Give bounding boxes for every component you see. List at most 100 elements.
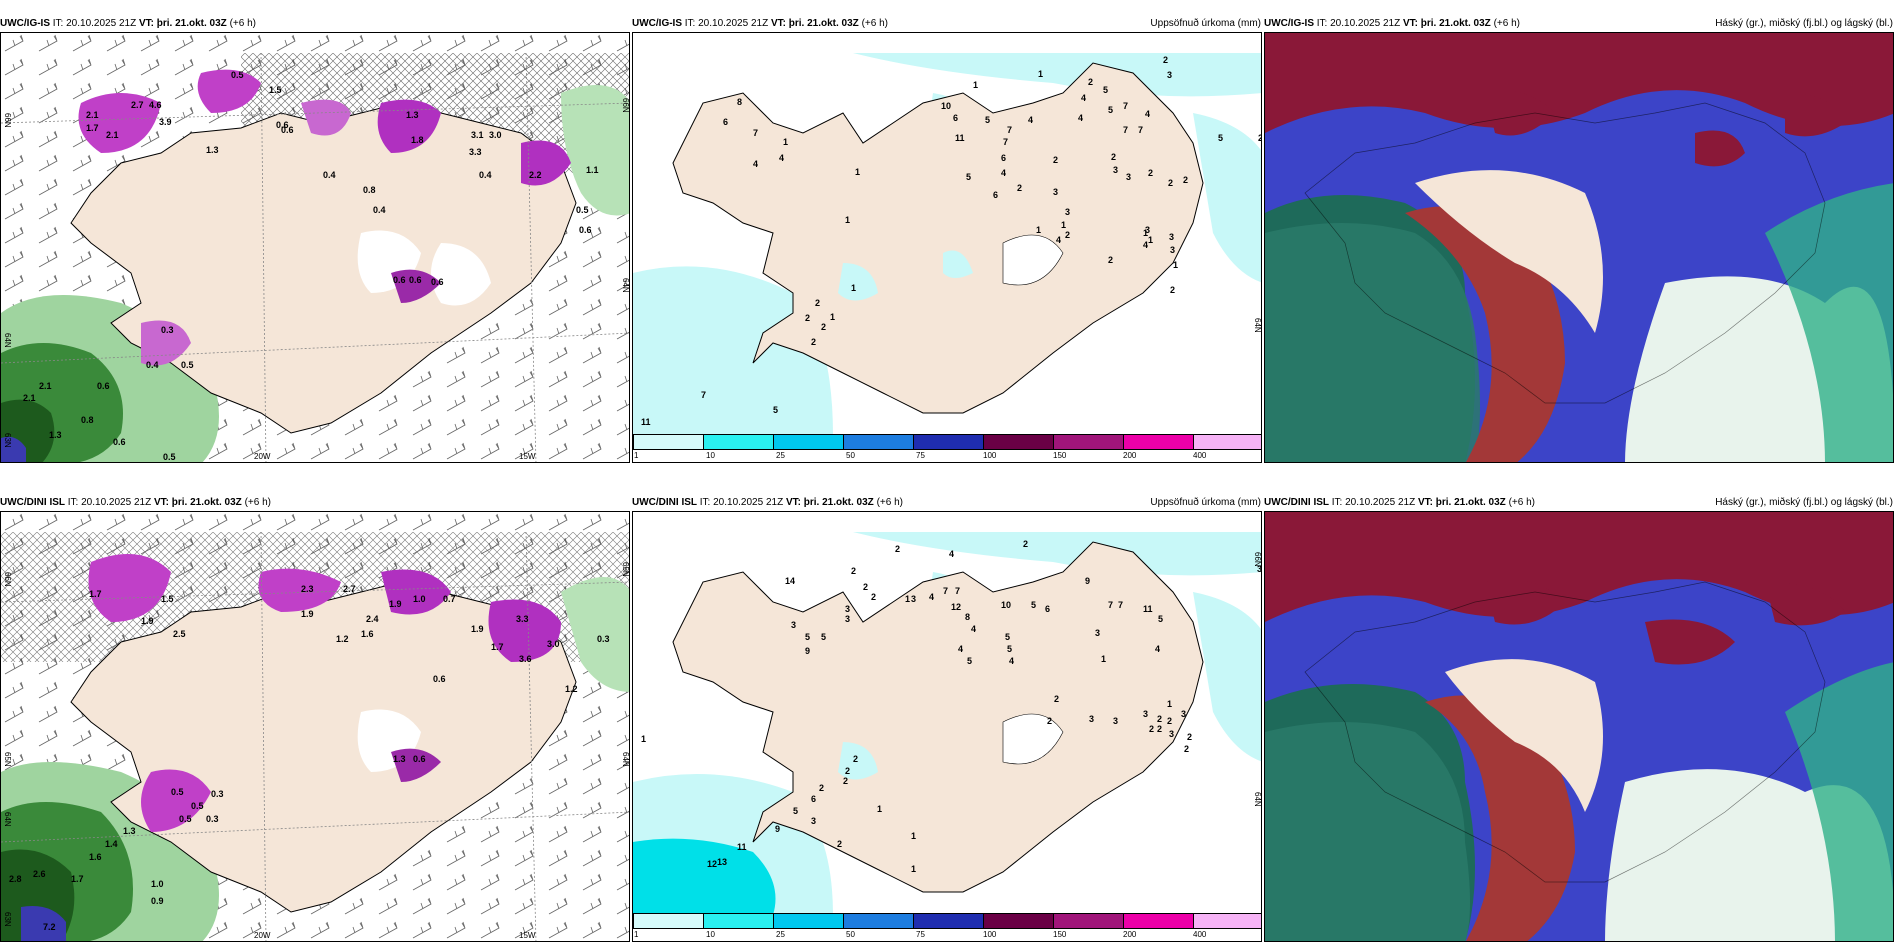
value-label: 2 (1065, 230, 1070, 240)
cloud-map (1265, 33, 1893, 462)
value-label: 1.1 (586, 165, 599, 175)
value-label: 2 (1088, 77, 1093, 87)
colorbar-tick: 200 (1123, 930, 1137, 939)
value-label: 11 (955, 133, 965, 143)
value-label: 0.6 (97, 381, 110, 391)
colorbar-tick: 50 (846, 930, 855, 939)
value-label: 1.9 (301, 609, 314, 619)
colorbar-tick: 150 (1053, 930, 1067, 939)
value-label: 4 (779, 153, 784, 163)
colorbar-swatch (983, 434, 1054, 450)
colorbar-tick: 25 (776, 930, 785, 939)
value-label: 7 (1007, 125, 1012, 135)
value-label: 6 (1001, 153, 1006, 163)
colorbar-swatch (1123, 434, 1194, 450)
value-label: 0.8 (363, 185, 376, 195)
value-label: 3 (845, 614, 850, 624)
value-label: 4 (1009, 656, 1014, 666)
value-label: 0.6 (409, 275, 422, 285)
colorbar-swatch (1123, 913, 1194, 929)
colorbar-swatch (983, 913, 1054, 929)
value-label: 2 (819, 783, 824, 793)
value-label: 0.7 (443, 594, 456, 604)
value-label: 9 (775, 824, 780, 834)
value-label: 3.9 (159, 117, 172, 127)
value-label: 0.9 (151, 896, 164, 906)
value-label: 0.6 (393, 275, 406, 285)
lat-label: 66N (3, 572, 12, 587)
value-label: 1 (1038, 69, 1043, 79)
value-label: 5 (967, 656, 972, 666)
value-label: 1 (905, 594, 910, 604)
value-label: 1.5 (161, 594, 174, 604)
value-label: 4 (1143, 240, 1148, 250)
colorbar-swatch (1053, 913, 1124, 929)
value-label: 4 (1145, 109, 1150, 119)
value-label: 3 (1053, 187, 1058, 197)
value-label: 3 (1257, 564, 1262, 574)
colorbar-swatch (773, 913, 844, 929)
value-label: 5 (773, 405, 778, 415)
value-label: 1 (877, 804, 882, 814)
panel-subtitle: Uppsöfnuð úrkoma (mm) (1150, 18, 1261, 29)
value-label: 1.3 (123, 826, 136, 836)
panel-header: UWC/DINI ISL IT: 20.10.2025 21Z VT: þri.… (632, 495, 1263, 511)
value-label: 0.3 (211, 789, 224, 799)
value-label: 0.3 (206, 814, 219, 824)
value-label: 5 (1103, 85, 1108, 95)
value-label: 0.5 (163, 452, 176, 462)
value-label: 0.6 (276, 120, 289, 130)
value-label: 0.6 (113, 437, 126, 447)
value-label: 2 (811, 337, 816, 347)
map-frame[interactable] (1264, 511, 1894, 942)
value-label: 0.6 (579, 225, 592, 235)
value-label: 1.3 (393, 754, 406, 764)
map-frame[interactable]: 2 4 2 3 2 14 2 2 3 1 4 7 7 12 10 5 9 7 7… (632, 511, 1262, 942)
value-label: 3.0 (489, 130, 502, 140)
colorbar-tick: 10 (706, 451, 715, 460)
map-frame[interactable] (1264, 32, 1894, 463)
precip-map: 2 4 2 3 2 14 2 2 3 1 4 7 7 12 10 5 9 7 7… (633, 512, 1262, 941)
colorbar: 1 10 25 50 75 100 150 200 400 (633, 913, 1261, 941)
value-label: 7.2 (43, 922, 56, 932)
colorbar-tick: 10 (706, 930, 715, 939)
value-label: 1 (973, 80, 978, 90)
value-label: 2 (1111, 152, 1116, 162)
map-frame[interactable]: 1.7 1.5 1.9 2.5 2.3 2.7 1.9 1.0 0.7 1.9 … (0, 511, 630, 942)
map-frame[interactable]: 0.5 1.5 2.1 2.7 4.6 3.9 1.7 2.1 1.3 0.6 … (0, 32, 630, 463)
value-label: 4 (929, 592, 934, 602)
value-label: 1 (1167, 699, 1172, 709)
value-label: 12 (951, 602, 961, 612)
value-label: 2 (851, 566, 856, 576)
value-label: 1 (911, 831, 916, 841)
value-label: 0.5 (171, 787, 184, 797)
value-label: 7 (1123, 125, 1128, 135)
value-label: 2.7 (343, 584, 356, 594)
value-label: 2.1 (39, 381, 52, 391)
value-label: 7 (1138, 125, 1143, 135)
lat-label: 64N (3, 333, 12, 348)
value-label: 0.3 (161, 325, 174, 335)
value-label: 1 (845, 215, 850, 225)
panel-cloud-dini: UWC/DINI ISL IT: 20.10.2025 21Z VT: þri.… (1264, 495, 1895, 942)
value-label: 1 (1173, 260, 1178, 270)
value-label: 0.8 (81, 415, 94, 425)
lon-label: 20W (254, 452, 271, 461)
value-label: 7 (943, 586, 948, 596)
colorbar-tick: 400 (1193, 930, 1207, 939)
map-frame[interactable]: 2 3 1 1 4 2 6 8 7 1 4 10 6 5 4 4 7 5 7 1… (632, 32, 1262, 463)
value-label: 0.5 (576, 205, 589, 215)
value-label: 3 (1126, 172, 1131, 182)
colorbar-tick: 100 (983, 451, 997, 460)
value-label: 5 (985, 115, 990, 125)
value-label: 2.1 (86, 110, 99, 120)
panel-subtitle: Háský (gr.), miðský (fj.bl.) og lágský (… (1715, 18, 1893, 29)
panel-subtitle: Uppsöfnuð úrkoma (mm) (1150, 497, 1261, 508)
value-label: 3.1 (471, 130, 484, 140)
value-label: 2 (1053, 155, 1058, 165)
colorbar-tick: 75 (916, 930, 925, 939)
value-label: 2 (1167, 716, 1172, 726)
colorbar-swatch (1053, 434, 1124, 450)
value-label: 8 (737, 97, 742, 107)
value-label: 2 (1108, 255, 1113, 265)
